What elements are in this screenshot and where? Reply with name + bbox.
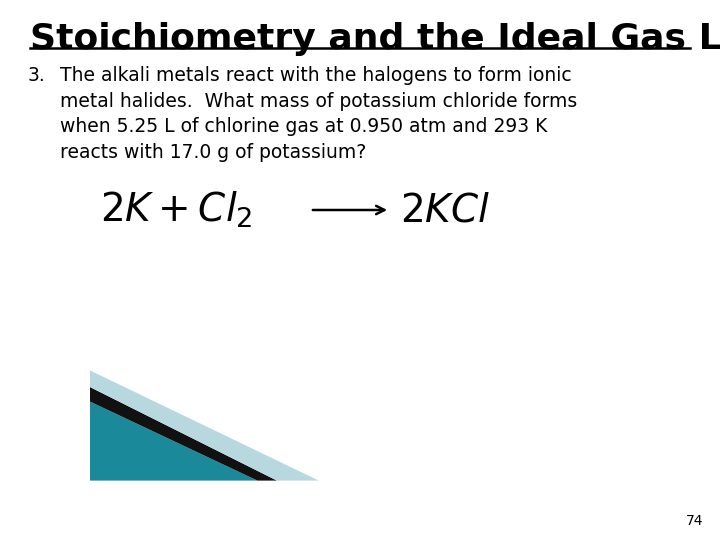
Text: 74: 74	[685, 514, 703, 528]
Polygon shape	[90, 370, 319, 481]
Text: $\mathit{2K + Cl_2}$: $\mathit{2K + Cl_2}$	[100, 190, 253, 230]
Text: Stoichiometry and the Ideal Gas Law: Stoichiometry and the Ideal Gas Law	[30, 22, 720, 56]
Polygon shape	[90, 387, 277, 481]
Text: 3.: 3.	[28, 66, 46, 85]
Text: $\mathit{2KCl}$: $\mathit{2KCl}$	[400, 191, 490, 229]
Polygon shape	[90, 402, 258, 481]
Text: The alkali metals react with the halogens to form ionic
metal halides.  What mas: The alkali metals react with the halogen…	[60, 66, 577, 162]
